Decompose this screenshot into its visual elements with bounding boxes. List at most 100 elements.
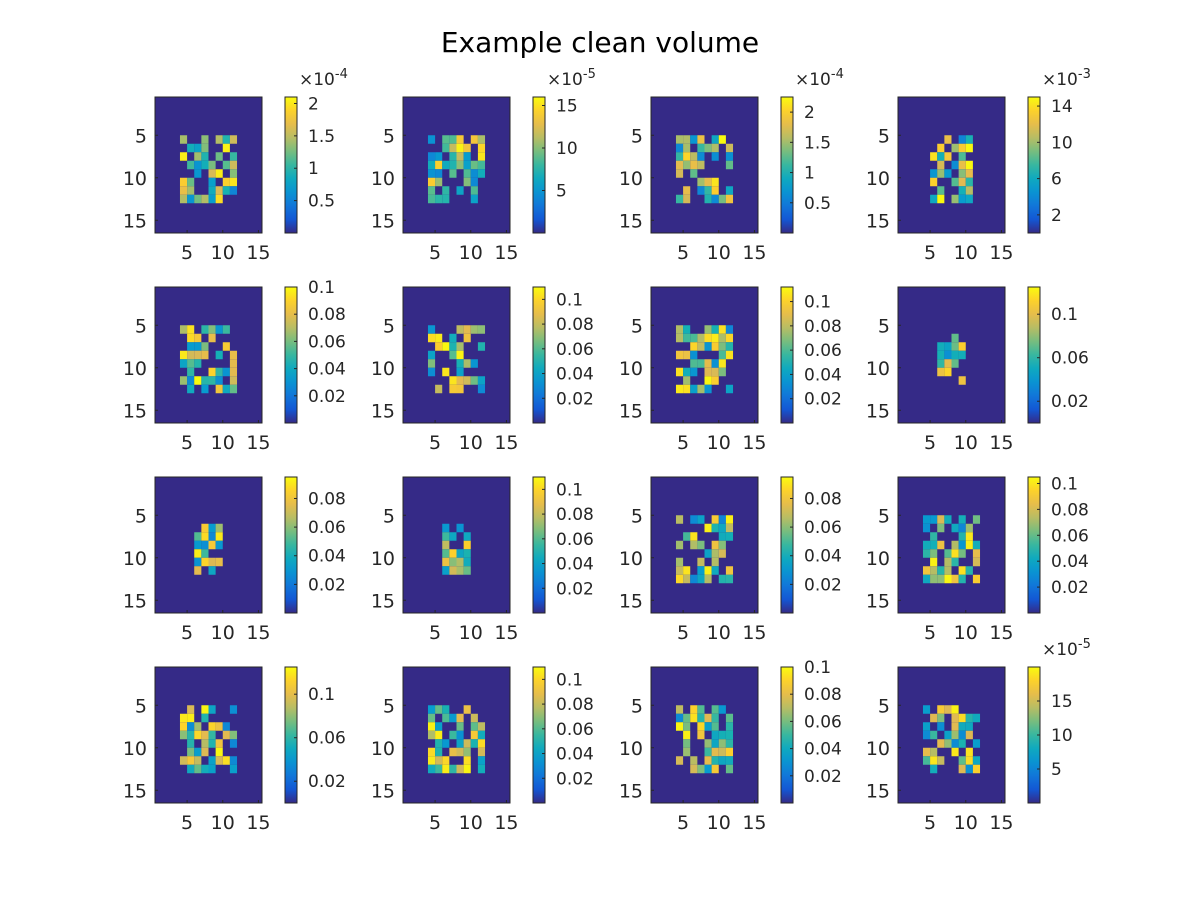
heatmap-cell <box>719 524 726 533</box>
heatmap-cell <box>719 342 726 351</box>
heatmap-cell <box>478 722 485 731</box>
heatmap-cell <box>966 765 973 774</box>
heatmap-cell <box>923 515 930 524</box>
heatmap-cell <box>712 342 719 351</box>
heatmap-cell <box>230 152 237 161</box>
y-tick-label: 5 <box>631 695 643 717</box>
heatmap-cell <box>973 765 980 774</box>
x-tick-label: 10 <box>707 622 731 644</box>
heatmap-cell <box>230 161 237 170</box>
heatmap-cell <box>683 575 690 584</box>
heatmap-cell <box>719 532 726 541</box>
colorbar-tick-label: 0.02 <box>556 389 594 409</box>
heatmap-cell <box>923 705 930 714</box>
x-tick-label: 10 <box>954 812 978 834</box>
heatmap-cell <box>457 161 464 170</box>
colorbar-tick-label: 0.1 <box>556 480 583 500</box>
heatmap-cell <box>959 532 966 541</box>
heatmap-cell <box>209 756 216 765</box>
heatmap-cell <box>719 549 726 558</box>
colorbar-exponent-power: -4 <box>335 67 348 82</box>
heatmap-cell <box>944 135 951 144</box>
heatmap-cell <box>464 152 471 161</box>
heatmap-cell <box>449 334 456 343</box>
y-tick-label: 5 <box>878 505 890 527</box>
colorbar-tick-label: 0.1 <box>556 670 583 690</box>
heatmap-cell <box>457 748 464 757</box>
x-tick-label: 5 <box>181 242 193 264</box>
x-tick-label: 15 <box>246 812 270 834</box>
y-tick-label: 10 <box>371 358 395 380</box>
heatmap-cell <box>973 739 980 748</box>
heatmap-cell <box>966 541 973 550</box>
colorbar <box>533 667 545 803</box>
heatmap-cell <box>209 566 216 575</box>
heatmap-cell <box>712 739 719 748</box>
heatmap-cell <box>194 351 201 360</box>
heatmap-cell <box>726 748 733 757</box>
heatmap-cell <box>726 756 733 765</box>
heatmap-cell <box>216 541 223 550</box>
heatmap-cell <box>705 368 712 377</box>
heatmap-cell <box>712 558 719 567</box>
heatmap-cell <box>187 325 194 334</box>
heatmap-cell <box>959 566 966 575</box>
y-tick-label: 15 <box>371 400 395 422</box>
colorbar <box>781 477 793 613</box>
heatmap-cell <box>959 714 966 723</box>
heatmap-cell <box>478 169 485 178</box>
heatmap-cell <box>937 186 944 195</box>
colorbar-tick-label: 0.04 <box>804 547 842 567</box>
heatmap-cell <box>697 334 704 343</box>
heatmap-cell <box>216 756 223 765</box>
heatmap-cell <box>194 334 201 343</box>
heatmap-cell <box>230 186 237 195</box>
heatmap-cell <box>209 705 216 714</box>
heatmap-cell <box>442 161 449 170</box>
heatmap-cell <box>464 334 471 343</box>
heatmap-cell <box>697 178 704 187</box>
colorbar-tick-label: 0.04 <box>308 360 346 380</box>
heatmap-cell <box>966 722 973 731</box>
heatmap-cell <box>201 532 208 541</box>
heatmap-cell <box>442 705 449 714</box>
heatmap-cell <box>923 748 930 757</box>
heatmap-cell <box>690 351 697 360</box>
heatmap-cell <box>223 186 230 195</box>
colorbar-tick-label: 0.04 <box>1051 552 1089 572</box>
x-tick-label: 10 <box>459 812 483 834</box>
colorbar-exponent-power: -3 <box>1078 67 1091 82</box>
heatmap-cell <box>471 359 478 368</box>
heatmap-cell <box>930 765 937 774</box>
colorbar-tick-label: 2 <box>804 103 815 123</box>
heatmap-cell <box>959 731 966 740</box>
heatmap-cell <box>944 359 951 368</box>
heatmap-cell <box>216 385 223 394</box>
heatmap-cell <box>712 178 719 187</box>
heatmap-cell <box>216 558 223 567</box>
heatmap-cell <box>719 368 726 377</box>
heatmap-cell <box>457 385 464 394</box>
heatmap-cell <box>216 152 223 161</box>
heatmap-cell <box>944 705 951 714</box>
heatmap-cell <box>457 186 464 195</box>
heatmap-cell <box>194 144 201 153</box>
heatmap-cell <box>712 325 719 334</box>
y-tick-label: 5 <box>383 315 395 337</box>
heatmap-cell <box>719 515 726 524</box>
heatmap-cell <box>712 756 719 765</box>
x-tick-label: 10 <box>211 812 235 834</box>
heatmap-cell <box>201 376 208 385</box>
x-tick-label: 5 <box>677 432 689 454</box>
heatmap-cell <box>428 765 435 774</box>
x-tick-label: 15 <box>494 432 518 454</box>
heatmap-cell <box>230 169 237 178</box>
heatmap-cell <box>712 195 719 204</box>
colorbar-tick-label: 0.06 <box>556 340 594 360</box>
colorbar-exponent-power: -5 <box>583 67 596 82</box>
heatmap-cell <box>201 765 208 774</box>
heatmap-cell <box>457 351 464 360</box>
colorbar-tick-label: 1 <box>804 164 815 184</box>
heatmap-cell <box>690 385 697 394</box>
heatmap-cell <box>216 135 223 144</box>
